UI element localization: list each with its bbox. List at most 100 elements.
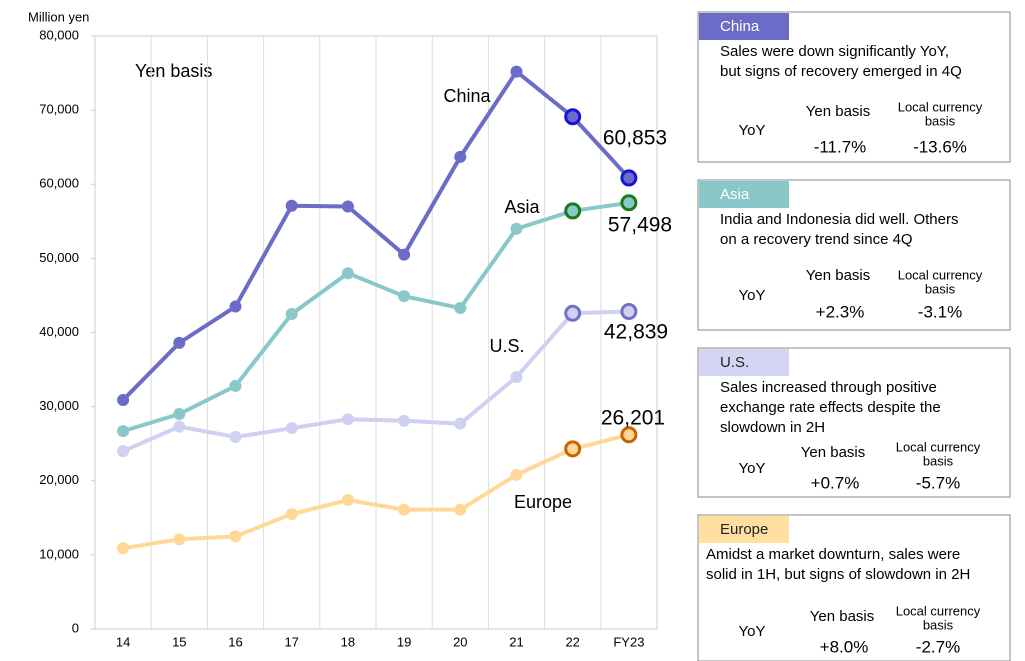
y-tick-label: 40,000 — [39, 324, 79, 339]
panel-yen-basis: Yen basis — [801, 444, 866, 461]
data-point — [117, 425, 130, 438]
panel-yen-basis: Yen basis — [806, 267, 871, 284]
y-tick-label: 0 — [72, 620, 79, 635]
panel-yoy: YoY — [739, 287, 766, 304]
panel-yen-value: +8.0% — [820, 637, 869, 656]
series-label: U.S. — [489, 336, 524, 356]
data-point — [341, 267, 354, 280]
y-tick-label: 70,000 — [39, 102, 79, 117]
panel-description: solid in 1H, but signs of slowdown in 2H — [706, 566, 970, 583]
data-point — [454, 302, 467, 315]
data-point — [398, 248, 411, 261]
panel-local-value: -3.1% — [918, 302, 962, 321]
panel-description: Sales increased through positive — [720, 379, 937, 396]
y-tick-label: 80,000 — [39, 27, 79, 42]
data-point — [117, 445, 130, 458]
panel-yoy: YoY — [739, 122, 766, 139]
series-line — [122, 200, 630, 433]
panel-yen-value: +2.3% — [816, 302, 865, 321]
series-label: China — [443, 86, 491, 106]
data-point — [454, 503, 467, 516]
series-line — [121, 68, 631, 402]
panel-local-value: -5.7% — [916, 473, 960, 492]
data-point — [229, 530, 242, 543]
data-point — [564, 108, 582, 126]
data-point — [454, 150, 467, 163]
data-point — [398, 503, 411, 516]
data-point — [173, 420, 186, 433]
panel-description: exchange rate effects despite the — [720, 399, 941, 416]
x-tick-label: 16 — [228, 634, 242, 649]
value-label: 26,201 — [601, 407, 665, 430]
data-point — [564, 202, 582, 220]
data-point — [285, 508, 298, 521]
panel-description: Sales were down significantly YoY, — [720, 43, 949, 60]
data-point — [620, 302, 638, 320]
data-point — [510, 222, 523, 235]
data-point — [229, 379, 242, 392]
y-tick-label: 20,000 — [39, 472, 79, 487]
panel-description: India and Indonesia did well. Others — [720, 211, 958, 228]
panel-tag — [699, 349, 789, 376]
data-point — [341, 413, 354, 426]
series-line — [122, 309, 629, 453]
data-point — [285, 307, 298, 320]
x-tick-label: 18 — [341, 634, 355, 649]
panel-local-basis: basis — [925, 113, 956, 128]
data-point — [564, 440, 582, 458]
panel-description: on a recovery trend since 4Q — [720, 231, 913, 248]
data-point — [173, 408, 186, 421]
data-point — [229, 300, 242, 313]
panel-yen-basis: Yen basis — [810, 608, 875, 625]
value-label: 57,498 — [608, 214, 672, 237]
data-point — [620, 169, 638, 187]
y-tick-label: 60,000 — [39, 176, 79, 191]
data-point — [510, 468, 523, 481]
panel-yoy: YoY — [739, 460, 766, 477]
panel-local-basis: Local currency — [896, 439, 981, 454]
y-tick-label: 10,000 — [39, 546, 79, 561]
data-point — [173, 533, 186, 546]
panel-yoy: YoY — [739, 623, 766, 640]
data-point — [510, 65, 523, 78]
panel-yen-value: -11.7% — [814, 137, 867, 156]
data-point — [117, 393, 130, 406]
panel-tag-text: Asia — [720, 186, 750, 203]
series-label: Europe — [514, 492, 572, 512]
panel-tag — [699, 13, 789, 40]
data-point — [117, 542, 130, 555]
annotation: Yen basis — [135, 61, 212, 81]
data-point — [398, 414, 411, 427]
data-point — [173, 336, 186, 349]
panel-tag-text: Europe — [720, 521, 768, 538]
data-point — [454, 417, 467, 430]
data-point — [229, 431, 242, 444]
value-label: 60,853 — [603, 127, 667, 150]
panel-description: Amidst a market downturn, sales were — [706, 546, 960, 563]
panel-local-basis: Local currency — [898, 99, 983, 114]
x-tick-label: 15 — [172, 634, 186, 649]
x-tick-label: FY23 — [613, 634, 644, 649]
x-tick-label: 22 — [565, 634, 579, 649]
data-point — [341, 200, 354, 213]
y-axis-label: Million yen — [28, 9, 89, 24]
panel-local-basis: basis — [925, 281, 956, 296]
data-point — [620, 194, 638, 212]
panel-local-basis: basis — [923, 617, 954, 632]
data-point — [510, 370, 523, 383]
panel-local-basis: Local currency — [898, 267, 983, 282]
panel-local-basis: Local currency — [896, 603, 981, 618]
series-line — [122, 432, 630, 551]
data-point — [285, 422, 298, 435]
panel-tag-text: China — [720, 18, 760, 35]
data-point — [341, 494, 354, 507]
panel-local-value: -2.7% — [916, 637, 960, 656]
data-point — [285, 199, 298, 212]
data-point — [398, 290, 411, 303]
data-point — [564, 304, 582, 322]
panel-tag — [699, 181, 789, 208]
panel-local-basis: basis — [923, 453, 954, 468]
x-tick-label: 14 — [116, 634, 130, 649]
panel-yen-basis: Yen basis — [806, 103, 871, 120]
